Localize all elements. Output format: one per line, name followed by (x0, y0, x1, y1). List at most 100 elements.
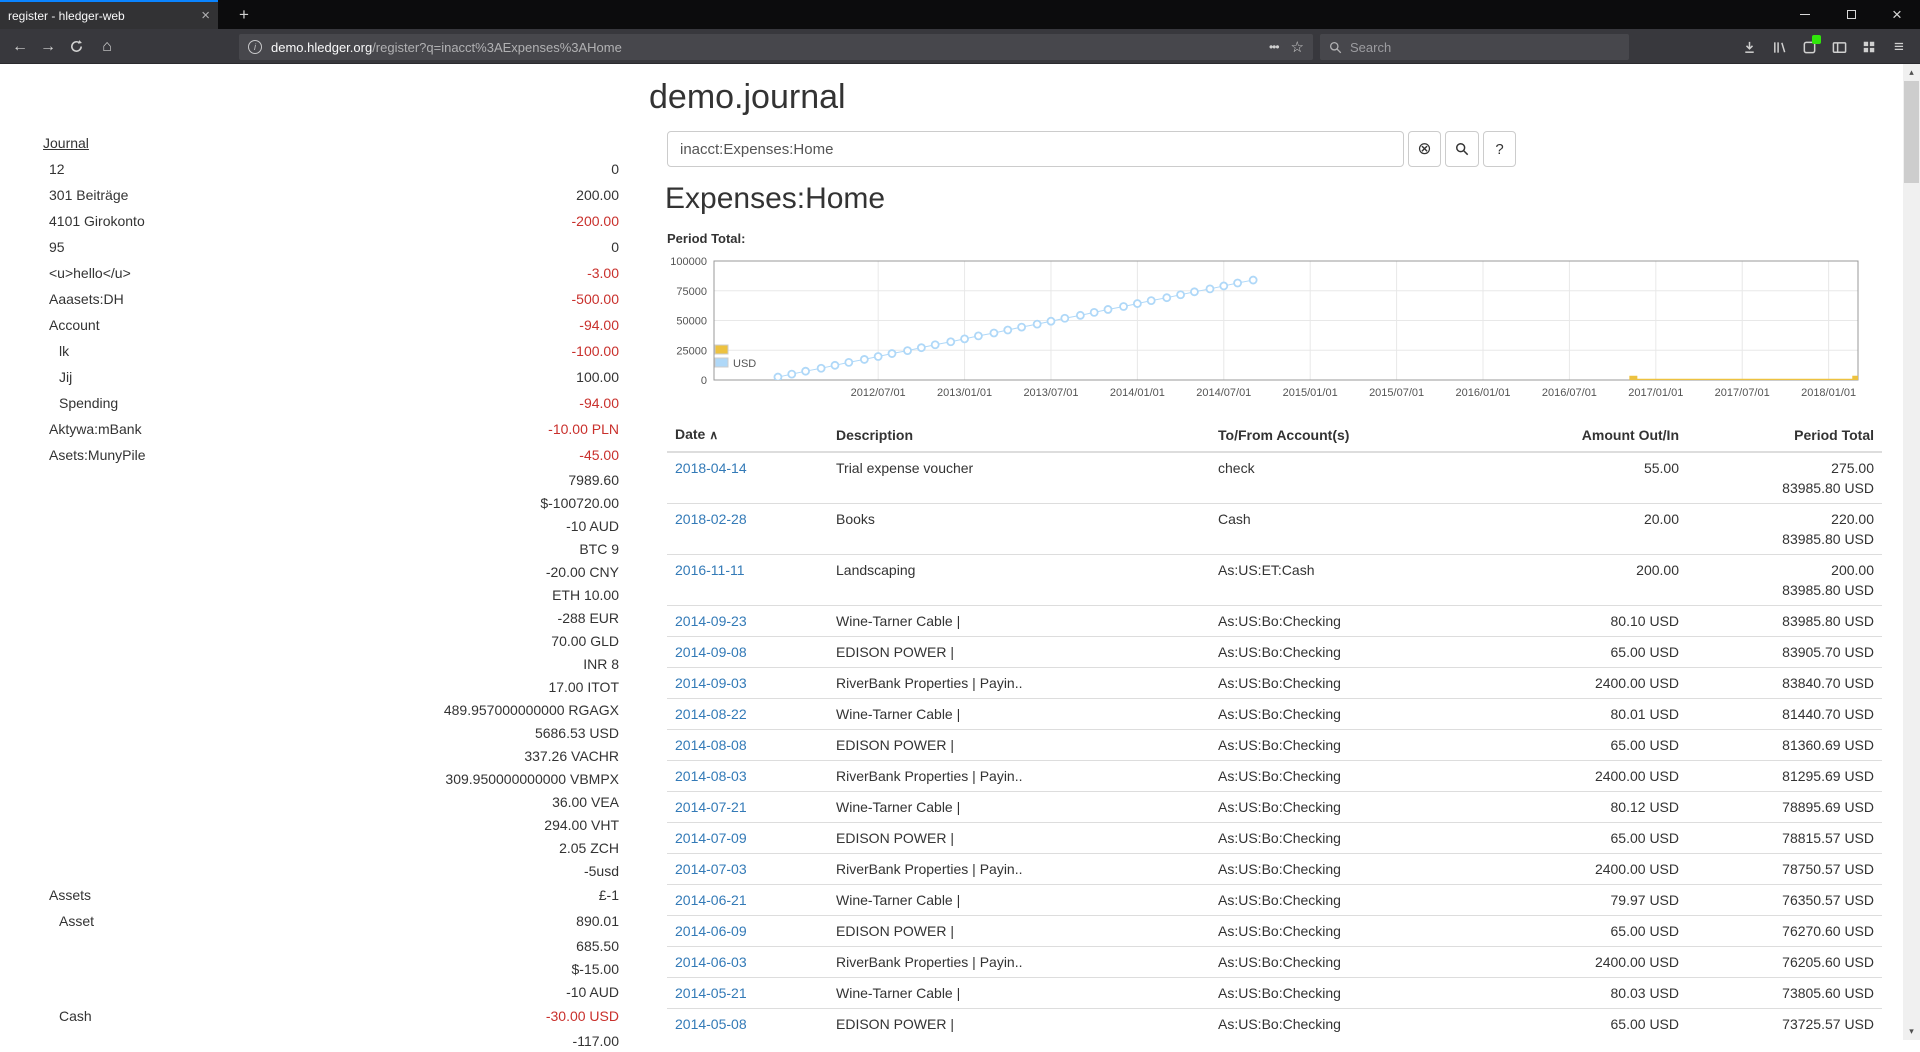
account-balance: 17.00 ITOT (548, 678, 619, 695)
help-button[interactable]: ? (1483, 131, 1516, 167)
cell-date: 2014-06-09 (667, 915, 828, 947)
account-link[interactable]: Assets (49, 887, 92, 903)
register-row: 2014-06-03 RiverBank Properties | Payin..… (667, 946, 1882, 978)
account-link[interactable]: Aaasets:DH (49, 291, 124, 307)
site-info-icon[interactable]: i (248, 40, 262, 54)
account-link[interactable]: 12 (49, 161, 65, 177)
account-balance: 337.26 VACHR (524, 747, 619, 764)
clear-query-button[interactable]: ⊗ (1408, 131, 1441, 167)
transaction-date-link[interactable]: 2014-07-21 (675, 799, 747, 815)
transaction-date-link[interactable]: 2014-06-21 (675, 892, 747, 908)
account-link[interactable]: Jij (59, 369, 73, 385)
page-title: demo.journal (649, 78, 846, 116)
reload-button[interactable] (62, 34, 90, 59)
scroll-down-icon[interactable]: ▾ (1909, 1026, 1914, 1036)
transaction-date-link[interactable]: 2014-08-08 (675, 737, 747, 753)
sidebars-button[interactable] (1831, 39, 1847, 55)
home-button[interactable]: ⌂ (102, 37, 112, 55)
menu-button[interactable]: ≡ (1891, 37, 1907, 56)
account-balance-extra-row: 685.50 (43, 934, 619, 957)
cell-period-total: 76205.60 USD (1687, 946, 1882, 978)
account-link[interactable]: lk (59, 343, 70, 359)
account-link[interactable]: Asset (59, 913, 95, 929)
reload-icon (70, 40, 82, 52)
scroll-up-icon[interactable]: ▴ (1909, 67, 1914, 77)
search-icon (1329, 41, 1342, 53)
transaction-date-link[interactable]: 2014-06-03 (675, 954, 747, 970)
period-total-line: 83905.70 USD (1782, 644, 1874, 660)
svg-text:2017/07/01: 2017/07/01 (1715, 387, 1770, 399)
account-link[interactable]: Asets:MunyPile (49, 447, 146, 463)
window-minimize-button[interactable] (1782, 0, 1828, 29)
account-link[interactable]: <u>hello</u> (49, 265, 131, 281)
forward-button[interactable]: → (40, 37, 56, 55)
apps-button[interactable] (1861, 39, 1877, 55)
page-content: demo.journal Journal 12 0 301 Beiträge 200.… (0, 64, 1903, 1049)
account-balance-extra-row: 36.00 VEA (43, 790, 619, 813)
account-balance: 70.00 GLD (551, 632, 619, 649)
sidebar-account-row: Jij 100.00 (43, 364, 619, 390)
hamburger-icon: ≡ (1894, 37, 1904, 56)
new-tab-button[interactable]: + (239, 5, 249, 24)
cell-date: 2014-09-23 (667, 605, 828, 637)
transaction-date-link[interactable]: 2018-02-28 (675, 511, 747, 527)
browser-search-bar[interactable]: Search (1320, 34, 1629, 60)
account-balance-extra-row: 17.00 ITOT (43, 675, 619, 698)
account-link[interactable]: Cash (59, 1008, 92, 1024)
page-actions-icon[interactable]: ••• (1268, 40, 1280, 54)
account-link[interactable]: Spending (59, 395, 119, 411)
account-link[interactable]: 4101 Girokonto (49, 213, 145, 229)
account-balance: 5686.53 USD (534, 724, 619, 741)
library-button[interactable] (1771, 39, 1787, 55)
transaction-date-link[interactable]: 2014-06-09 (675, 923, 747, 939)
cell-period-total: 83840.70 USD (1687, 667, 1882, 699)
transaction-date-link[interactable]: 2018-04-14 (675, 460, 747, 476)
cell-period-total: 73805.60 USD (1687, 977, 1882, 1009)
window-close-button[interactable]: × (1892, 4, 1902, 24)
journal-link[interactable]: Journal (43, 135, 89, 151)
cell-amount: 65.00 USD (1500, 1008, 1687, 1039)
transaction-date-link[interactable]: 2014-08-22 (675, 706, 747, 722)
cell-date: 2018-02-28 (667, 503, 828, 555)
account-balance: -94.00 (579, 317, 619, 333)
account-balance: ETH 10.00 (552, 586, 619, 603)
transaction-date-link[interactable]: 2016-11-11 (675, 562, 745, 578)
register-row: 2014-09-08 EDISON POWER | As:US:Bo:Checkin… (667, 636, 1882, 668)
search-button[interactable] (1445, 131, 1479, 167)
transaction-date-link[interactable]: 2014-05-21 (675, 985, 747, 1001)
account-link[interactable]: 301 Beiträge (49, 187, 129, 203)
cell-period-total: 220.00 83985.80 USD (1687, 503, 1882, 555)
account-balance: 7989.60 (568, 471, 619, 488)
date-sort-link[interactable]: Date ∧ (675, 426, 719, 442)
account-balance: 294.00 VHT (544, 816, 619, 833)
register-body: 2018-04-14 Trial expense voucher check 55.0… (667, 451, 1882, 1039)
cell-amount: 2400.00 USD (1500, 853, 1687, 885)
minimize-icon (1800, 14, 1810, 15)
cell-date: 2014-05-08 (667, 1008, 828, 1039)
bookmark-star-icon[interactable]: ☆ (1290, 39, 1304, 56)
transaction-date-link[interactable]: 2014-09-08 (675, 644, 747, 660)
account-link[interactable]: 95 (49, 239, 65, 255)
window-maximize-button[interactable] (1828, 0, 1874, 29)
back-button[interactable]: ← (12, 37, 28, 55)
tab-close-icon[interactable]: × (201, 7, 210, 24)
transaction-date-link[interactable]: 2014-09-23 (675, 613, 747, 629)
transaction-date-link[interactable]: 2014-05-08 (675, 1016, 747, 1032)
transaction-date-link[interactable]: 2014-07-09 (675, 830, 747, 846)
transaction-date-link[interactable]: 2014-08-03 (675, 768, 747, 784)
vertical-scrollbar[interactable]: ▴ ▾ (1903, 64, 1920, 1040)
extension-button[interactable] (1801, 35, 1821, 55)
transaction-date-link[interactable]: 2014-09-03 (675, 675, 747, 691)
cell-date: 2014-07-09 (667, 822, 828, 854)
maximize-icon (1846, 10, 1856, 19)
account-link[interactable]: Account (49, 317, 100, 333)
account-link[interactable]: Aktywa:mBank (49, 421, 142, 437)
search-icon (1456, 143, 1469, 156)
cell-period-total: 81360.69 USD (1687, 729, 1882, 761)
url-bar[interactable]: i demo.hledger.org/register?q=inacct%3AE… (239, 34, 1313, 60)
transaction-date-link[interactable]: 2014-07-03 (675, 861, 747, 877)
scrollbar-thumb[interactable] (1904, 81, 1919, 183)
query-input[interactable] (667, 131, 1404, 167)
browser-tab[interactable]: register - hledger-web × (0, 0, 218, 29)
downloads-button[interactable] (1741, 39, 1757, 55)
